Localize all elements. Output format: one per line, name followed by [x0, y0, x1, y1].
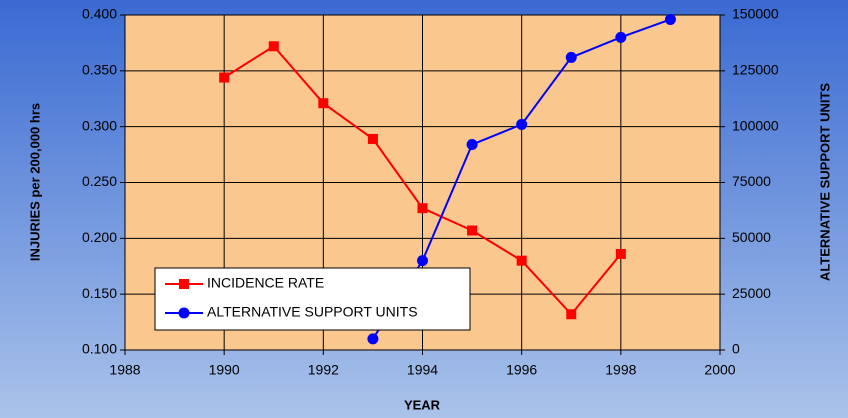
marker [516, 118, 528, 130]
y-tick-label: 0.150 [82, 285, 117, 301]
y2-axis-label: ALTERNATIVE SUPPORT UNITS [817, 83, 832, 281]
legend-label: INCIDENCE RATE [207, 275, 324, 291]
y-axis-label: INJURIES per 200,000 hrs [27, 103, 42, 261]
marker [467, 225, 478, 236]
y-tick-label: 0.400 [82, 6, 117, 22]
marker [566, 309, 577, 320]
y2-tick-label: 50000 [732, 229, 771, 245]
x-tick-label: 1988 [109, 362, 140, 378]
marker [268, 41, 279, 52]
marker [417, 203, 428, 214]
y2-tick-label: 150000 [732, 6, 779, 22]
marker [417, 255, 428, 267]
marker [219, 72, 230, 83]
x-tick-label: 1992 [308, 362, 339, 378]
y-tick-label: 0.250 [82, 173, 117, 189]
y-tick-label: 0.100 [82, 341, 117, 357]
y-tick-label: 0.350 [82, 62, 117, 78]
marker [367, 133, 378, 144]
x-tick-label: 1998 [605, 362, 636, 378]
marker [516, 255, 527, 266]
marker [466, 139, 478, 151]
y2-tick-label: 125000 [732, 62, 779, 78]
legend [154, 267, 471, 331]
y2-tick-label: 75000 [732, 173, 771, 189]
y-tick-label: 0.300 [82, 117, 117, 133]
legend-label: ALTERNATIVE SUPPORT UNITS [207, 304, 418, 320]
marker [367, 333, 379, 345]
marker [318, 98, 329, 109]
y2-tick-label: 100000 [732, 117, 779, 133]
legend-marker [179, 279, 189, 289]
y2-tick-label: 0 [732, 341, 740, 357]
x-tick-label: 1996 [506, 362, 537, 378]
x-tick-label: 2000 [704, 362, 735, 378]
marker [615, 248, 626, 259]
x-tick-label: 1994 [407, 362, 438, 378]
x-tick-label: 1990 [209, 362, 240, 378]
marker [565, 51, 577, 63]
legend-marker [178, 307, 190, 319]
marker [664, 13, 676, 25]
marker [615, 31, 627, 43]
y2-tick-label: 25000 [732, 285, 771, 301]
x-axis-label: YEAR [404, 397, 441, 412]
y-tick-label: 0.200 [82, 229, 117, 245]
